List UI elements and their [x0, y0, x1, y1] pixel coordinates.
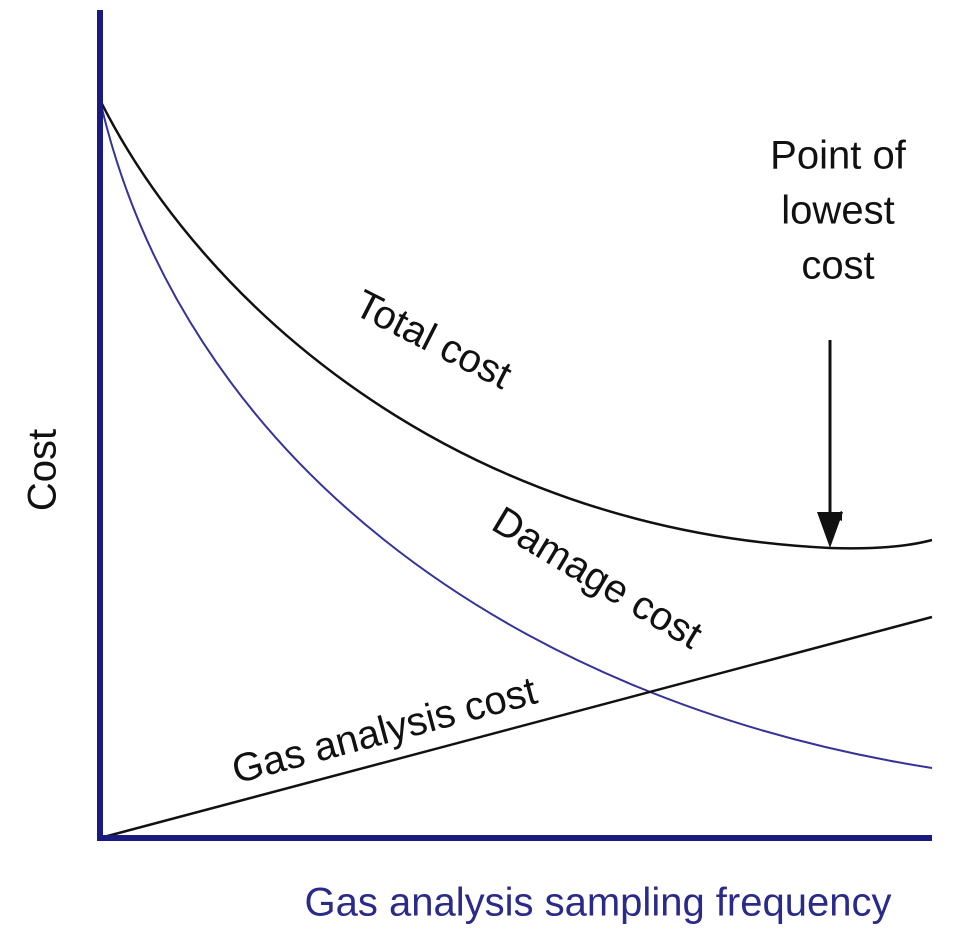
annotation-line: Point of: [770, 134, 907, 178]
damage-cost-curve: [99, 99, 933, 769]
damage-cost-label: Damage cost: [485, 498, 710, 657]
gas-analysis-cost-label: Gas analysis cost: [227, 669, 541, 793]
x-axis-label: Gas analysis sampling frequency: [305, 881, 892, 925]
arrow-head: [817, 512, 843, 548]
annotation-line: lowest: [781, 189, 894, 233]
gas-analysis-cost-line: [99, 615, 933, 840]
y-axis-label: Cost: [21, 429, 65, 511]
total-cost-label: Total cost: [348, 282, 519, 398]
annotation-line: cost: [801, 244, 874, 288]
total-cost-curve: [98, 99, 933, 550]
